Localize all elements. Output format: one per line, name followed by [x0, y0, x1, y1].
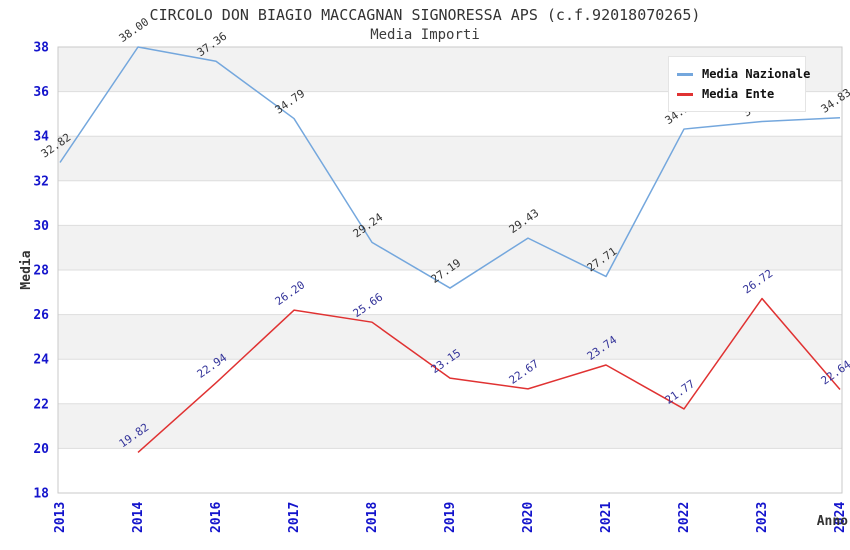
grid-band [58, 314, 842, 360]
data-label: 22.67 [507, 357, 542, 387]
legend-label-media-ente: Media Ente [702, 87, 775, 101]
x-tick-label: 2017 [287, 502, 302, 533]
grid-band [58, 403, 842, 449]
legend-item-media-ente: Media Ente [677, 84, 797, 104]
y-tick-label: 20 [33, 442, 49, 457]
data-label: 26.20 [273, 278, 308, 308]
x-tick-label: 2023 [755, 502, 770, 533]
legend: Media Nazionale Media Ente [668, 56, 810, 112]
y-tick-label: 26 [33, 308, 49, 323]
y-tick-label: 18 [33, 487, 49, 502]
x-tick-label: 2018 [365, 502, 380, 533]
x-tick-label: 2014 [131, 502, 146, 533]
legend-label-media-nazionale: Media Nazionale [702, 67, 811, 81]
y-tick-label: 30 [33, 219, 49, 234]
grid-band [58, 136, 842, 181]
x-tick-label: 2013 [53, 502, 68, 533]
data-label: 38.00 [117, 15, 152, 45]
y-tick-label: 24 [33, 353, 49, 368]
y-tick-label: 22 [33, 397, 49, 412]
data-label: 26.72 [741, 267, 776, 297]
series-line-media-nazionale [59, 46, 841, 289]
y-tick-label: 34 [33, 130, 49, 145]
series-line-media-ente [137, 297, 841, 453]
x-tick-label: 2024 [833, 502, 848, 533]
plot-border [57, 46, 843, 494]
x-tick-label: 2016 [209, 502, 224, 533]
legend-swatch-media-ente-icon [677, 92, 693, 96]
y-tick-label: 36 [33, 85, 49, 100]
grid-band [58, 225, 842, 270]
x-tick-label: 2019 [443, 502, 458, 533]
x-tick-label: 2022 [677, 502, 692, 533]
x-tick-label: 2020 [521, 502, 536, 533]
x-axis-label: Anno [816, 514, 848, 529]
legend-item-media-nazionale: Media Nazionale [677, 64, 810, 84]
chart-subtitle: Media Importi [370, 27, 480, 43]
legend-swatch-media-nazionale-icon [677, 72, 693, 76]
y-axis-label: Media [19, 250, 34, 290]
y-tick-label: 38 [33, 41, 49, 56]
y-tick-label: 32 [33, 174, 49, 189]
x-tick-label: 2021 [599, 502, 614, 533]
data-label: 21.77 [663, 377, 698, 407]
y-tick-label: 28 [33, 264, 49, 279]
chart-title: CIRCOLO DON BIAGIO MACCAGNAN SIGNORESSA … [149, 6, 701, 24]
